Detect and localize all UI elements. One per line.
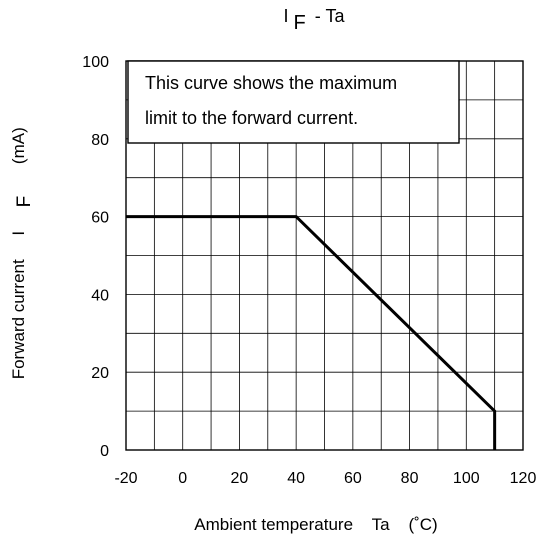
x-tick-label: 60 (344, 470, 362, 487)
y-tick-label: 100 (82, 54, 109, 71)
y-axis-title-subscript: F (14, 196, 35, 208)
y-tick-label: 40 (91, 287, 109, 304)
x-tick-label: 0 (178, 470, 187, 487)
x-tick-label: 100 (453, 470, 480, 487)
chart-title-main: I (284, 6, 289, 26)
y-tick-label: 0 (100, 443, 109, 460)
annotation-line-1: This curve shows the maximum (145, 73, 397, 93)
chart-title-rest: - Ta (315, 6, 346, 26)
y-tick-label: 60 (91, 210, 109, 227)
x-tick-label: 80 (401, 470, 419, 487)
y-tick-labels: 0 20 40 60 80 100 (82, 54, 109, 460)
series-line-0 (126, 215, 497, 450)
annotation-box-frame (127, 60, 460, 144)
y-tick-label: 80 (91, 132, 109, 149)
x-tick-label: -20 (114, 470, 137, 487)
annotation-line-2: limit to the forward current. (145, 108, 358, 128)
annotation-box: This curve shows the maximum limit to th… (127, 60, 460, 144)
x-axis-title: Ambient temperature Ta (˚C) (194, 515, 437, 534)
x-tick-labels: -20 0 20 40 60 80 100 120 (114, 470, 536, 487)
y-axis-title-unit: (mA) (9, 127, 28, 164)
x-tick-label: 20 (231, 470, 249, 487)
series-layer (126, 215, 497, 450)
y-tick-label: 20 (91, 365, 109, 382)
y-axis-title: Forward current I F (mA) (9, 113, 35, 403)
chart-title: I F - Ta (284, 6, 346, 34)
x-tick-label: 40 (287, 470, 305, 487)
y-axis-title-main: Forward current I (9, 231, 28, 379)
x-tick-label: 120 (510, 470, 537, 487)
chart-title-subscript: F (294, 12, 306, 34)
